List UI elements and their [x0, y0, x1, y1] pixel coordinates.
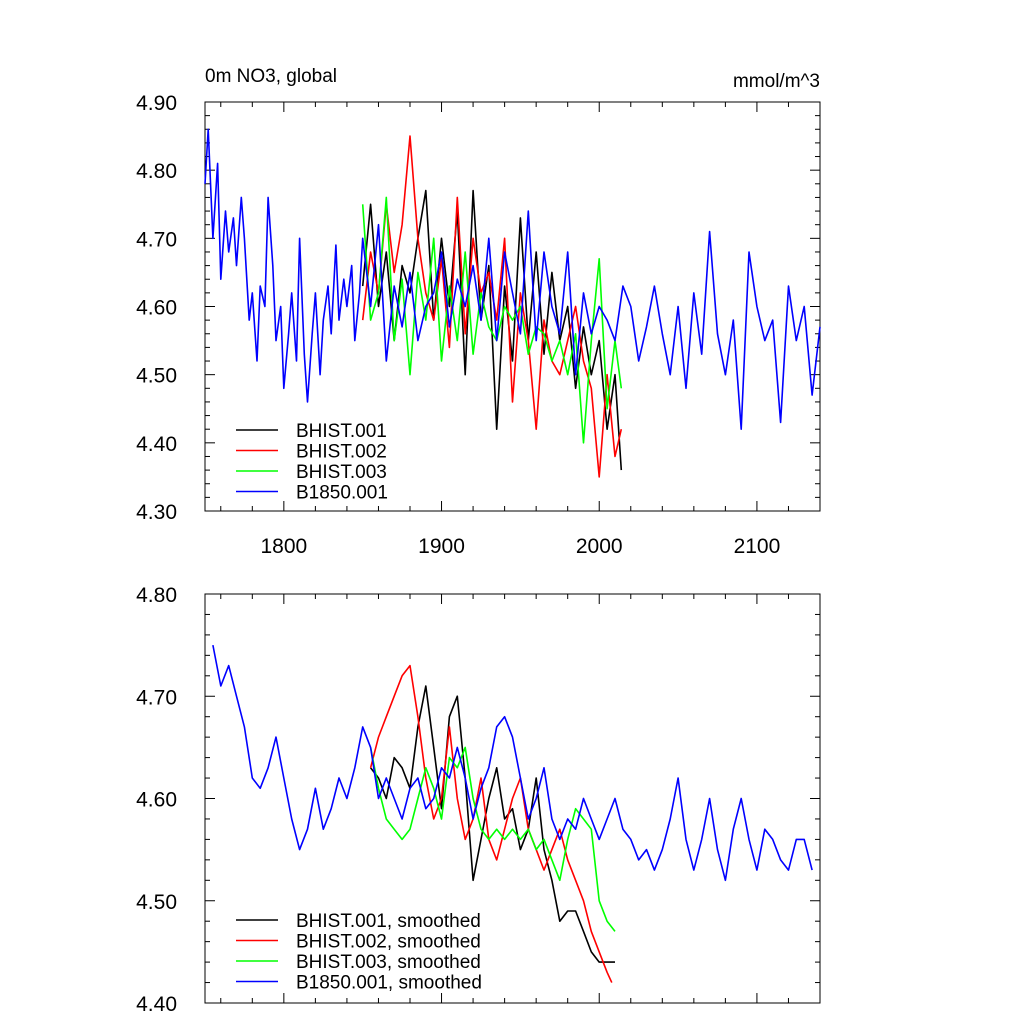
bottom-legend-label-1: BHIST.001, smoothed [296, 911, 481, 932]
bottom-series-line-1 [369, 685, 615, 963]
bottom-series-line-4 [212, 644, 813, 882]
bottom-ytick-label: 4.60 [136, 789, 177, 812]
bottom-ytick-label: 4.50 [136, 891, 177, 914]
top-series-line-1 [361, 189, 623, 471]
top-panel: 0m NO3, global mmol/m^3 4.30 4.40 4.50 4.60… [136, 66, 821, 558]
bottom-ytick-label: 4.70 [136, 686, 177, 709]
top-ytick-label: 4.30 [136, 501, 177, 524]
bottom-series-lines [212, 644, 813, 983]
top-series-line-4 [204, 128, 821, 431]
top-xtick-label: 2000 [576, 535, 623, 558]
top-panel-title: 0m NO3, global [205, 66, 337, 87]
top-xtick-label: 1800 [260, 535, 307, 558]
top-ytick-label: 4.40 [136, 433, 177, 456]
bottom-series-line-2 [369, 664, 613, 983]
top-ytick-label: 4.60 [136, 297, 177, 320]
top-xtick-label: 2100 [734, 535, 781, 558]
bottom-ytick-label: 4.40 [136, 993, 177, 1016]
top-xtick-label: 1900 [418, 535, 465, 558]
top-ytick-label: 4.80 [136, 160, 177, 183]
top-panel-units: mmol/m^3 [733, 71, 820, 92]
bottom-legend-label-2: BHIST.002, smoothed [296, 932, 481, 953]
top-legend-label-1: BHIST.001 [296, 421, 387, 442]
top-legend-label-4: B1850.001 [296, 483, 388, 504]
top-ytick-label: 4.70 [136, 228, 177, 251]
top-legend-label-2: BHIST.002 [296, 442, 387, 463]
top-legend-label-3: BHIST.003 [296, 462, 387, 483]
bottom-panel: 4.40 4.50 4.60 4.70 4.80 BHIST.001, smoothed… [136, 584, 821, 1016]
bottom-legend-label-3: BHIST.003, smoothed [296, 952, 481, 973]
top-series-line-3 [361, 196, 623, 444]
bottom-axes: 4.40 4.50 4.60 4.70 4.80 [136, 584, 821, 1016]
top-ytick-label: 4.50 [136, 365, 177, 388]
bottom-ytick-label: 4.80 [136, 584, 177, 607]
top-series-lines [204, 128, 821, 478]
top-ytick-label: 4.90 [136, 92, 177, 115]
bottom-series-line-3 [369, 746, 616, 932]
bottom-legend-label-4: B1850.001, smoothed [296, 973, 482, 994]
